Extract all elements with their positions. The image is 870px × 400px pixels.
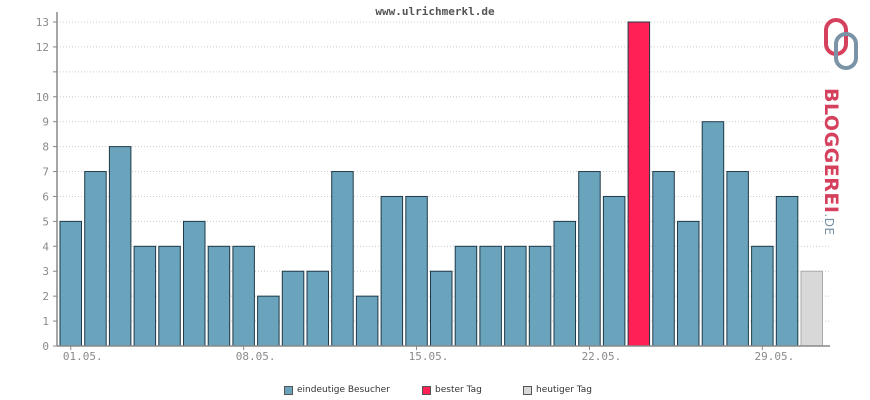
bar-29.05.: [751, 245, 774, 347]
chart-legend: eindeutige Besucher bester Tag heutiger …: [0, 385, 870, 399]
y-tick-label: 0: [42, 340, 49, 353]
bar-30.05.: [775, 195, 799, 347]
y-tick-label: 2: [42, 290, 49, 303]
bar-09.05.: [257, 295, 280, 347]
x-tick-label: 01.05.: [63, 350, 103, 363]
bar-11.05.: [306, 270, 329, 347]
chart-title: www.ulrichmerkl.de: [375, 5, 495, 18]
bar-26.05.: [677, 220, 700, 347]
legend-swatch-best-day: [422, 385, 431, 395]
bar-07.05.: [207, 245, 231, 347]
legend-item-today: heutiger Tag: [523, 385, 592, 395]
y-tick-label: 13: [36, 16, 49, 29]
legend-item-best-day: bester Tag: [422, 385, 482, 395]
legend-swatch-visitors: [284, 385, 293, 395]
bar-04.05.: [133, 245, 157, 347]
y-tick-label: 7: [42, 166, 49, 179]
bar-27.05.: [701, 121, 725, 347]
bloggerei-logo-text: BLOGGEREI.DE: [820, 88, 842, 236]
x-tick-label: 15.05.: [409, 350, 449, 363]
bar-05.05.: [158, 245, 181, 347]
bar-22.05.: [578, 171, 601, 347]
x-tick-label: 08.05.: [236, 350, 276, 363]
logo-main-text: BLOGGEREI: [820, 88, 842, 214]
x-tick-label: 29.05.: [754, 350, 794, 363]
logo-suffix-text: .DE: [822, 213, 836, 236]
y-tick-label: 9: [42, 116, 49, 129]
bar-13.05.: [355, 295, 379, 347]
bar-31.05.: [800, 270, 823, 347]
y-tick-label: 3: [42, 265, 49, 278]
bar-08.05.: [232, 245, 255, 347]
bar-20.05.: [528, 245, 552, 347]
y-tick-label: 6: [42, 190, 49, 203]
legend-label-visitors: eindeutige Besucher: [297, 385, 390, 395]
legend-label-today: heutiger Tag: [536, 385, 593, 395]
bar-02.05.: [84, 171, 107, 347]
y-tick-label: 4: [42, 240, 49, 253]
bar-14.05.: [380, 195, 404, 347]
bar-03.05.: [108, 146, 132, 347]
legend-item-visitors: eindeutige Besucher: [284, 385, 390, 395]
y-tick-label: 8: [42, 141, 49, 154]
bloggerei-logo[interactable]: BLOGGEREI.DE: [812, 18, 868, 236]
x-tick-label: 22.05.: [582, 350, 622, 363]
bars-layer: [59, 21, 823, 347]
bar-12.05.: [331, 171, 354, 347]
y-tick-label: 12: [36, 41, 49, 54]
bloggerei-logo-icon: [824, 18, 858, 70]
bar-01.05.: [59, 220, 82, 347]
bar-16.05.: [430, 270, 453, 347]
bar-15.05.: [405, 195, 428, 347]
y-tick-label: 5: [42, 215, 49, 228]
bar-17.05.: [454, 245, 478, 347]
y-tick-label: 1: [42, 315, 49, 328]
bar-25.05.: [652, 171, 675, 347]
bar-23.05.: [602, 195, 626, 347]
bar-21.05.: [553, 220, 576, 347]
legend-label-best-day: bester Tag: [435, 385, 482, 395]
bar-19.05.: [504, 245, 527, 347]
bar-10.05.: [281, 270, 305, 347]
y-tick-label: 10: [36, 91, 49, 104]
bar-28.05.: [726, 171, 749, 347]
legend-swatch-today: [523, 385, 532, 395]
bar-18.05.: [479, 245, 502, 347]
bar-24.05.: [627, 21, 651, 347]
bar-06.05.: [183, 220, 206, 347]
